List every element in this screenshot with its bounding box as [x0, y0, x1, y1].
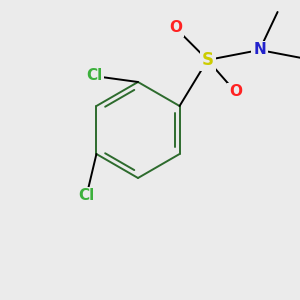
Text: O: O: [229, 85, 242, 100]
Text: Cl: Cl: [78, 188, 94, 203]
Text: N: N: [253, 43, 266, 58]
Text: O: O: [169, 20, 182, 35]
Text: S: S: [202, 51, 214, 69]
Text: Cl: Cl: [86, 68, 102, 83]
